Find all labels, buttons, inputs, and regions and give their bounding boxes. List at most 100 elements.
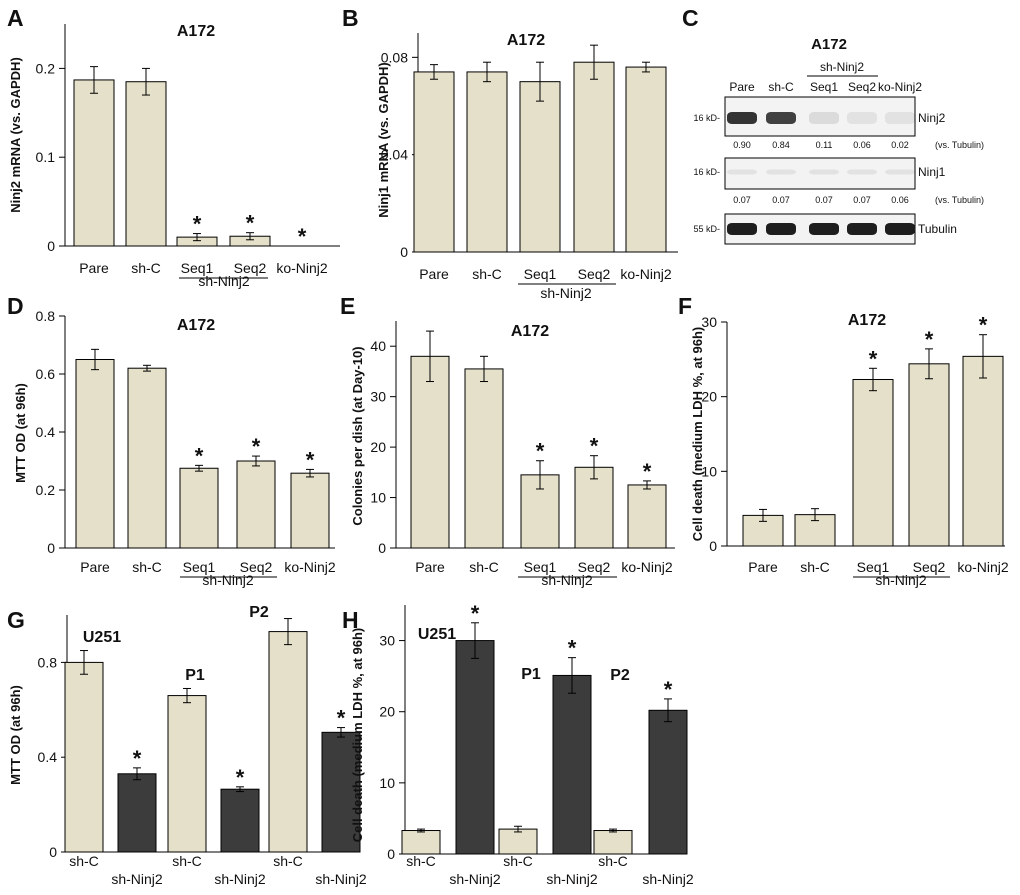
bar-g bbox=[321, 731, 361, 853]
y-tick-label-g: 0.8 bbox=[38, 654, 58, 670]
bar-a bbox=[125, 81, 167, 247]
bar-h bbox=[648, 709, 688, 855]
x-tick-label-d: Seq2 bbox=[240, 559, 273, 575]
bar-b bbox=[573, 61, 615, 253]
panel-letter-a: A bbox=[7, 5, 24, 31]
chart-title-f: A172 bbox=[848, 312, 886, 329]
significance-star-d: * bbox=[306, 447, 315, 472]
x-tick-label-h: sh-Ninj2 bbox=[642, 871, 694, 887]
y-tick-label-e: 40 bbox=[370, 338, 386, 354]
blot-quant-value: 0.07 bbox=[853, 195, 871, 205]
blot-band bbox=[809, 112, 839, 124]
group-label-a: sh-Ninj2 bbox=[198, 273, 250, 289]
group-label-e: sh-Ninj2 bbox=[541, 572, 593, 588]
y-tick-label-h: 0 bbox=[387, 846, 395, 862]
significance-star-e: * bbox=[643, 459, 652, 484]
group-label-d: sh-Ninj2 bbox=[202, 572, 254, 588]
blot-strip bbox=[724, 157, 916, 190]
x-tick-label-a: sh-C bbox=[131, 260, 161, 276]
y-tick-label-a: 0.2 bbox=[36, 60, 56, 76]
y-tick-label-b: 0.08 bbox=[381, 49, 408, 65]
blot-protein-name: Ninj2 bbox=[918, 111, 946, 125]
blot-band bbox=[847, 112, 877, 124]
blot-lane-label: Seq1 bbox=[810, 80, 838, 94]
panel-letter-c: C bbox=[682, 5, 699, 31]
bar-h bbox=[593, 830, 633, 855]
significance-star-a: * bbox=[246, 211, 255, 236]
blot-marker: 16 kD- bbox=[693, 167, 720, 177]
blot-quant-value: 0.84 bbox=[772, 140, 790, 150]
x-tick-label-g: sh-C bbox=[69, 853, 99, 869]
blot-band bbox=[885, 169, 915, 175]
x-tick-label-b: sh-C bbox=[472, 266, 502, 282]
bar-g bbox=[167, 695, 207, 853]
x-tick-label-f: sh-C bbox=[800, 559, 830, 575]
x-tick-label-e: Pare bbox=[415, 559, 445, 575]
group-label-h: P1 bbox=[521, 666, 541, 683]
y-axis-label-b: Ninj1 mRNA (vs. GAPDH) bbox=[376, 62, 391, 218]
group-label-g: U251 bbox=[83, 629, 121, 646]
x-tick-label-g: sh-C bbox=[273, 853, 303, 869]
blot-quant-value: 0.07 bbox=[815, 195, 833, 205]
y-tick-label-e: 20 bbox=[370, 439, 386, 455]
bar-h bbox=[455, 640, 495, 855]
x-tick-label-b: ko-Ninj2 bbox=[620, 266, 672, 282]
significance-star-d: * bbox=[252, 434, 261, 459]
y-tick-label-d: 0.6 bbox=[36, 366, 56, 382]
bar-e bbox=[410, 355, 450, 549]
bar-f bbox=[962, 355, 1004, 547]
y-axis-label-e: Colonies per dish (at Day-10) bbox=[350, 346, 365, 525]
blot-lane-label: sh-C bbox=[768, 80, 794, 94]
blot-quant-value: 0.06 bbox=[891, 195, 909, 205]
blot-marker: 16 kD- bbox=[693, 113, 720, 123]
x-tick-label-d: ko-Ninj2 bbox=[284, 559, 336, 575]
y-tick-label-f: 20 bbox=[701, 389, 717, 405]
x-tick-label-e: sh-C bbox=[469, 559, 499, 575]
blot-lane-label: Pare bbox=[729, 80, 755, 94]
y-tick-label-g: 0.4 bbox=[38, 749, 58, 765]
bar-b bbox=[466, 71, 508, 253]
bar-d bbox=[127, 367, 167, 549]
significance-star-h: * bbox=[664, 677, 673, 702]
bar-f bbox=[852, 378, 894, 547]
y-tick-label-f: 30 bbox=[701, 314, 717, 330]
bar-a bbox=[73, 79, 115, 247]
significance-star-a: * bbox=[193, 212, 202, 237]
group-label-f: sh-Ninj2 bbox=[875, 572, 927, 588]
significance-star-a: * bbox=[298, 224, 307, 249]
y-tick-label-e: 30 bbox=[370, 389, 386, 405]
bar-b bbox=[519, 81, 561, 253]
bar-b bbox=[625, 66, 667, 253]
significance-star-e: * bbox=[590, 434, 599, 459]
blot-quant-unit: (vs. Tubulin) bbox=[935, 195, 984, 205]
y-axis-label-f: Cell death (medium LDH %, at 96h) bbox=[690, 327, 705, 542]
group-label-g: P2 bbox=[249, 604, 269, 621]
group-label-g: P1 bbox=[185, 667, 205, 684]
y-tick-label-a: 0 bbox=[47, 238, 55, 254]
bar-g bbox=[268, 631, 308, 853]
x-tick-label-a: Seq2 bbox=[234, 260, 267, 276]
x-tick-label-f: Seq1 bbox=[857, 559, 890, 575]
significance-star-g: * bbox=[337, 706, 346, 731]
x-tick-label-f: Pare bbox=[748, 559, 778, 575]
x-tick-label-a: Seq1 bbox=[181, 260, 214, 276]
panel-letter-d: D bbox=[7, 293, 24, 319]
x-tick-label-e: Seq1 bbox=[524, 559, 557, 575]
significance-star-d: * bbox=[195, 443, 204, 468]
blot-band bbox=[809, 169, 839, 175]
significance-star-g: * bbox=[133, 746, 142, 771]
panel-letter-b: B bbox=[342, 5, 359, 31]
significance-star-e: * bbox=[536, 439, 545, 464]
group-label-h: P2 bbox=[610, 667, 630, 684]
panel-letter-f: F bbox=[678, 293, 692, 319]
chart-title-b: A172 bbox=[507, 32, 545, 49]
chart-title-e: A172 bbox=[511, 323, 549, 340]
blot-band bbox=[727, 223, 757, 235]
y-tick-label-d: 0.2 bbox=[36, 482, 56, 498]
y-tick-label-f: 0 bbox=[709, 538, 717, 554]
y-tick-label-h: 20 bbox=[379, 704, 395, 720]
x-tick-label-g: sh-Ninj2 bbox=[111, 871, 163, 887]
x-tick-label-g: sh-Ninj2 bbox=[315, 871, 367, 887]
group-label-b: sh-Ninj2 bbox=[540, 285, 592, 301]
